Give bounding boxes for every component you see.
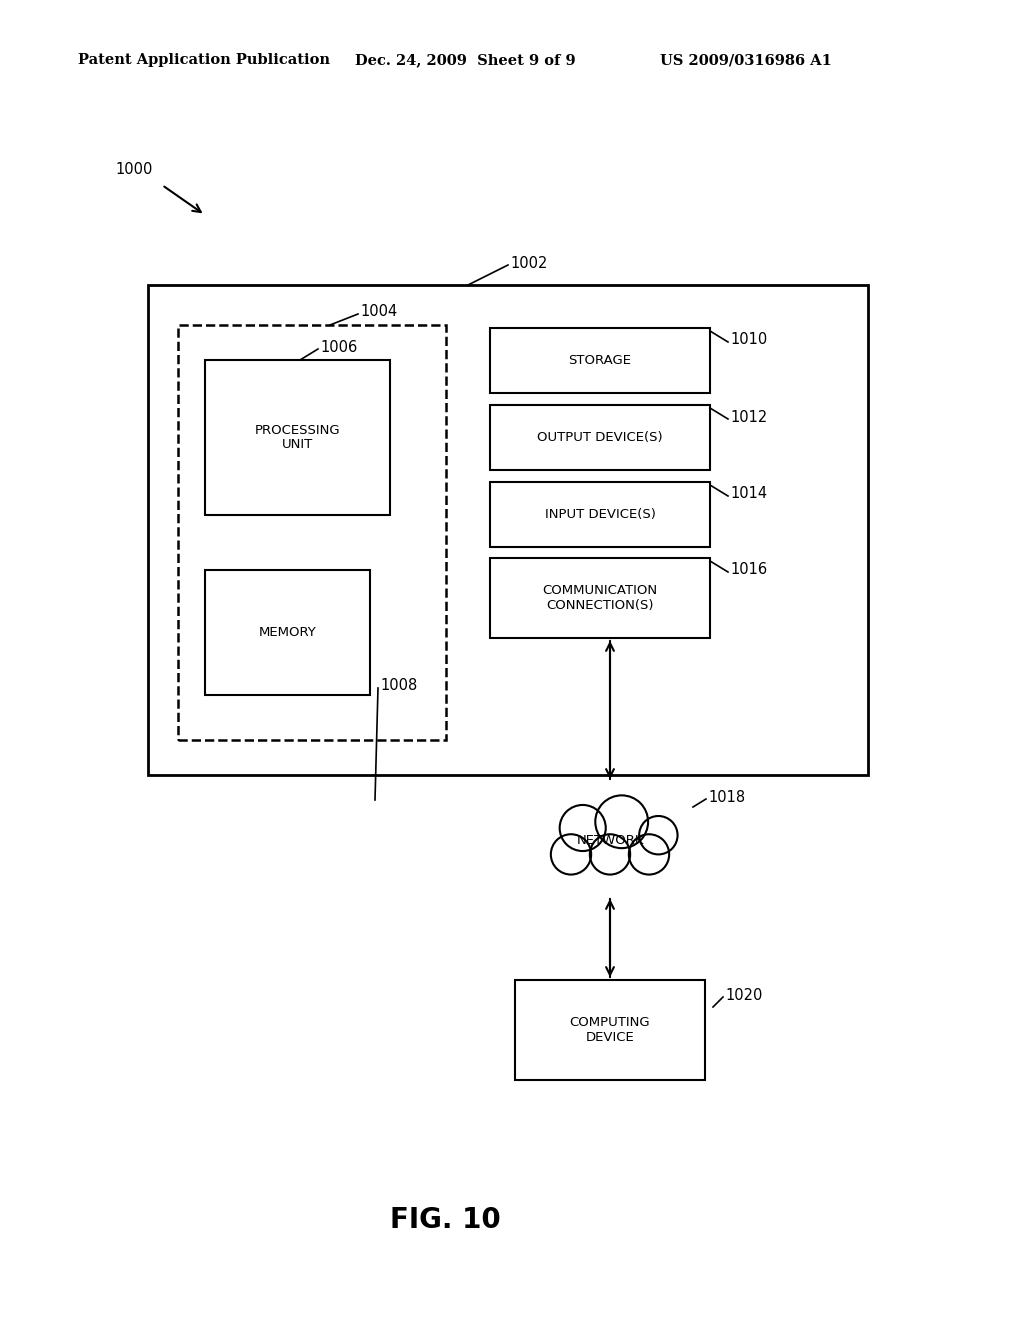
Text: Dec. 24, 2009  Sheet 9 of 9: Dec. 24, 2009 Sheet 9 of 9 [355, 53, 575, 67]
Text: 1000: 1000 [115, 162, 153, 177]
Text: OUTPUT DEVICE(S): OUTPUT DEVICE(S) [538, 432, 663, 444]
Text: COMPUTING
DEVICE: COMPUTING DEVICE [569, 1016, 650, 1044]
Text: 1018: 1018 [708, 789, 745, 804]
Bar [490, 558, 710, 638]
Text: 1004: 1004 [360, 305, 397, 319]
Text: Patent Application Publication: Patent Application Publication [78, 53, 330, 67]
Circle shape [590, 834, 630, 875]
Text: 1008: 1008 [380, 677, 417, 693]
Text: 1002: 1002 [510, 256, 548, 271]
Circle shape [595, 796, 648, 849]
Bar [178, 325, 446, 741]
Bar [515, 979, 705, 1080]
Bar [490, 327, 710, 393]
Text: 1016: 1016 [730, 562, 767, 578]
Text: STORAGE: STORAGE [568, 354, 632, 367]
Text: NETWORK: NETWORK [577, 833, 644, 846]
Circle shape [629, 834, 669, 875]
Bar [148, 285, 868, 775]
Text: COMMUNICATION
CONNECTION(S): COMMUNICATION CONNECTION(S) [543, 583, 657, 612]
Text: 1012: 1012 [730, 409, 767, 425]
Text: 1020: 1020 [725, 987, 763, 1002]
Text: 1014: 1014 [730, 487, 767, 502]
Text: FIG. 10: FIG. 10 [390, 1206, 501, 1234]
Circle shape [551, 834, 591, 875]
Text: MEMORY: MEMORY [259, 626, 316, 639]
Text: INPUT DEVICE(S): INPUT DEVICE(S) [545, 508, 655, 521]
Text: PROCESSING
UNIT: PROCESSING UNIT [255, 424, 340, 451]
Bar [490, 482, 710, 546]
Bar [490, 405, 710, 470]
Bar [205, 570, 370, 696]
Circle shape [560, 805, 606, 851]
Text: 1006: 1006 [319, 339, 357, 355]
Text: 1010: 1010 [730, 333, 767, 347]
Bar [205, 360, 390, 515]
Text: US 2009/0316986 A1: US 2009/0316986 A1 [660, 53, 831, 67]
Circle shape [639, 816, 678, 854]
